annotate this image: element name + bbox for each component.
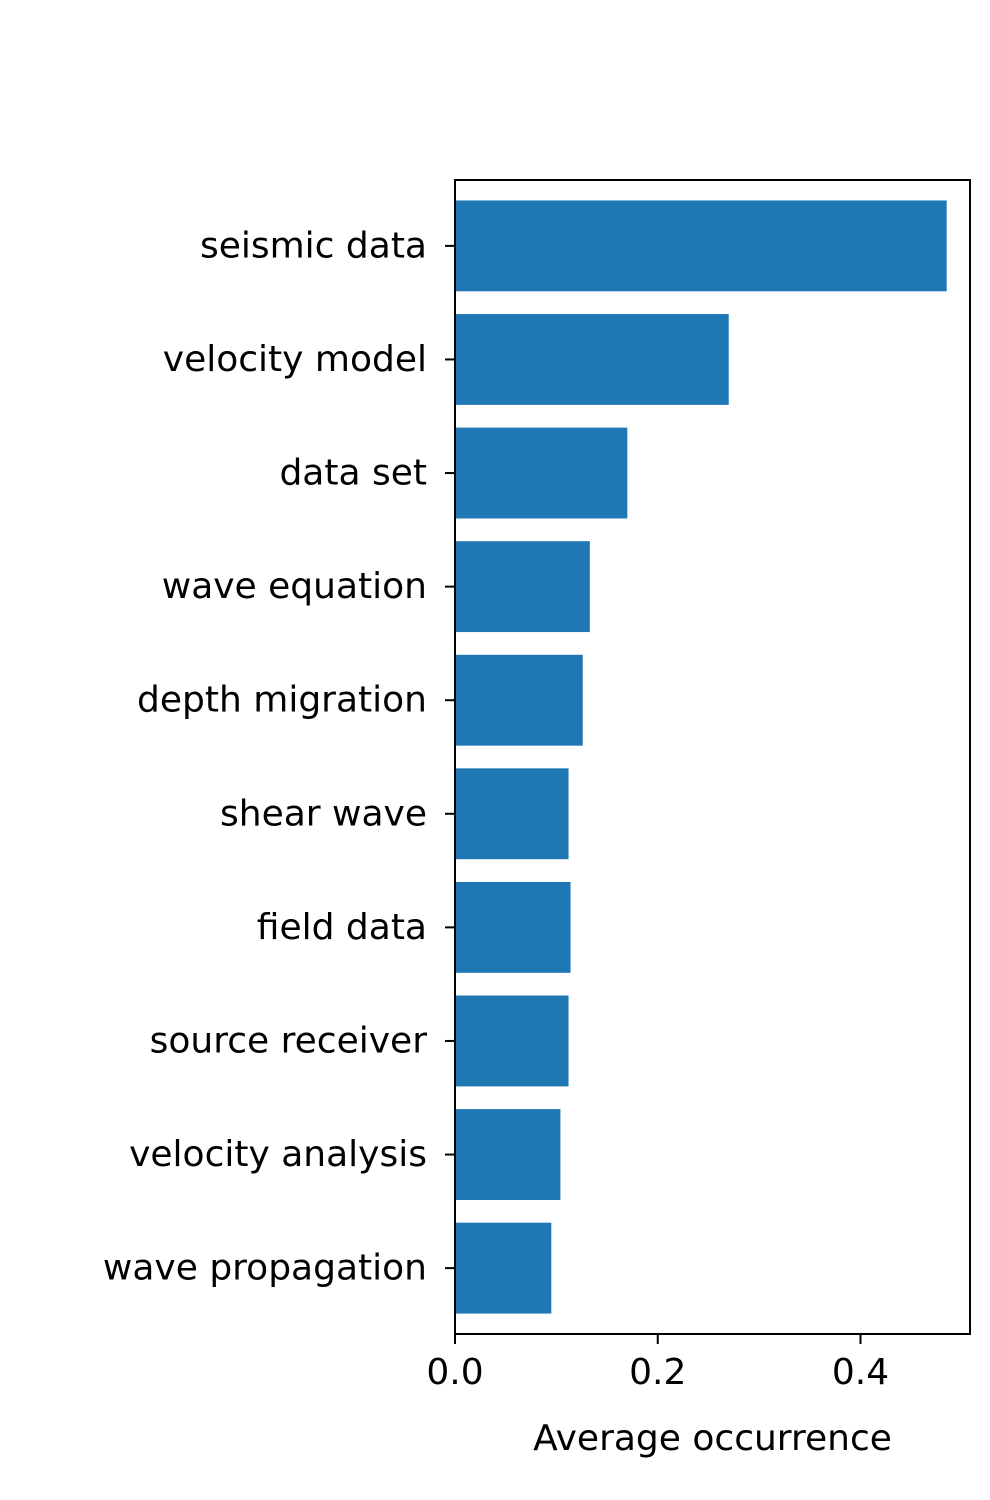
bar-wave-equation [455,541,590,633]
y-tick-label: source receiver [150,1020,428,1061]
bar-velocity-model [455,314,729,405]
y-tick-label: wave equation [162,566,427,607]
x-tick-label: 0.2 [629,1352,686,1393]
bar-field-data [455,881,571,973]
y-tick-label: field data [257,907,427,948]
bar-depth-migration [455,654,583,746]
plot-frame [454,179,971,1335]
y-tick-label: depth migration [137,680,427,721]
bar-data-set [455,427,628,519]
bar-wave-propagation [455,1222,552,1314]
bars-group [455,200,947,1314]
bar-source-receiver [455,995,569,1087]
y-tick-label: shear wave [220,793,427,834]
bar-shear-wave [455,768,569,860]
y-tick-label: velocity model [163,339,427,380]
y-tick-label: wave propagation [103,1248,427,1289]
bar-velocity-analysis [455,1109,561,1200]
y-tick-label: velocity analysis [129,1134,427,1175]
y-tick-label: seismic data [200,225,427,266]
bar-seismic-data [455,200,947,292]
x-axis-label: Average occurrence [533,1418,892,1459]
x-tick-label: 0.4 [832,1352,889,1393]
y-axis-ticks: seismic data velocity model data set wave e… [103,225,455,1289]
x-axis-ticks: 0.0 0.2 0.4 [426,1334,889,1393]
x-tick-label: 0.0 [426,1352,483,1393]
y-tick-label: data set [279,453,427,494]
